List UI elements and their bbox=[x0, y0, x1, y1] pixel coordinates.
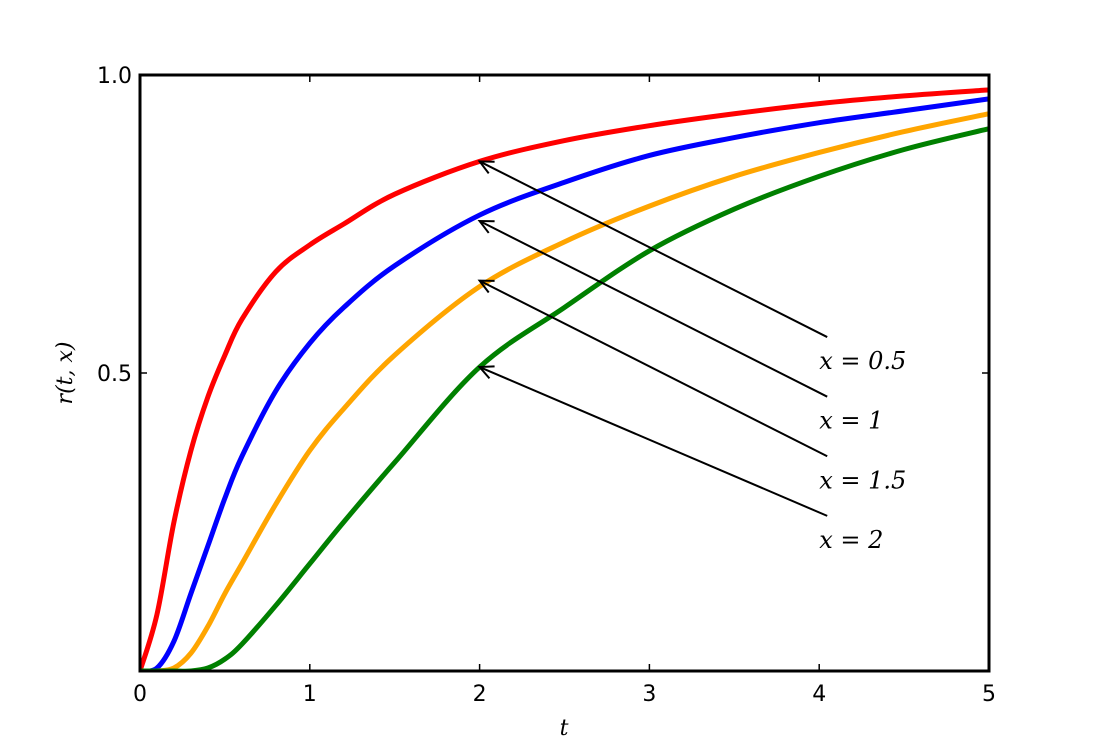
y-tick-label: 0.5 bbox=[97, 362, 132, 387]
annotation-arrow-2 bbox=[479, 220, 828, 398]
annotation-arrow-4 bbox=[479, 366, 828, 517]
y-axis-label: r(t, x) bbox=[53, 342, 78, 405]
annotation-arrowhead-3 bbox=[477, 279, 495, 294]
x-axis-label: t bbox=[560, 716, 569, 741]
series-line-4 bbox=[140, 126, 989, 671]
annotation-label-1: x = 0.5 bbox=[819, 347, 906, 375]
series-line-1 bbox=[140, 87, 989, 671]
annotation-label-3: x = 1.5 bbox=[819, 466, 906, 494]
x-tick-label: 0 bbox=[133, 682, 147, 707]
series-line-2 bbox=[140, 96, 989, 671]
annotation-arrow-1 bbox=[479, 160, 828, 338]
annotations: x = 0.5 x = 1 x = 1.5 x = 2 bbox=[477, 160, 906, 554]
x-tick-label: 1 bbox=[303, 682, 317, 707]
ticks: 0 1 2 3 4 5 0.5 1.0 bbox=[97, 64, 996, 707]
annotation-arrow-3 bbox=[479, 279, 828, 458]
plot-frame bbox=[138, 73, 991, 673]
x-tick-label: 2 bbox=[473, 682, 487, 707]
annotation-label-2: x = 1 bbox=[819, 407, 883, 435]
x-tick-label: 3 bbox=[642, 682, 656, 707]
x-tick-label: 5 bbox=[982, 682, 996, 707]
annotation-arrowhead-1 bbox=[477, 160, 495, 174]
annotation-arrowhead-2 bbox=[477, 219, 495, 234]
y-tick-label: 1.0 bbox=[97, 64, 132, 89]
x-tick-label: 4 bbox=[812, 682, 826, 707]
series-line-3 bbox=[140, 111, 989, 671]
annotation-label-4: x = 2 bbox=[819, 526, 883, 554]
annotation-arrowhead-4 bbox=[477, 365, 495, 380]
curves bbox=[140, 87, 989, 671]
